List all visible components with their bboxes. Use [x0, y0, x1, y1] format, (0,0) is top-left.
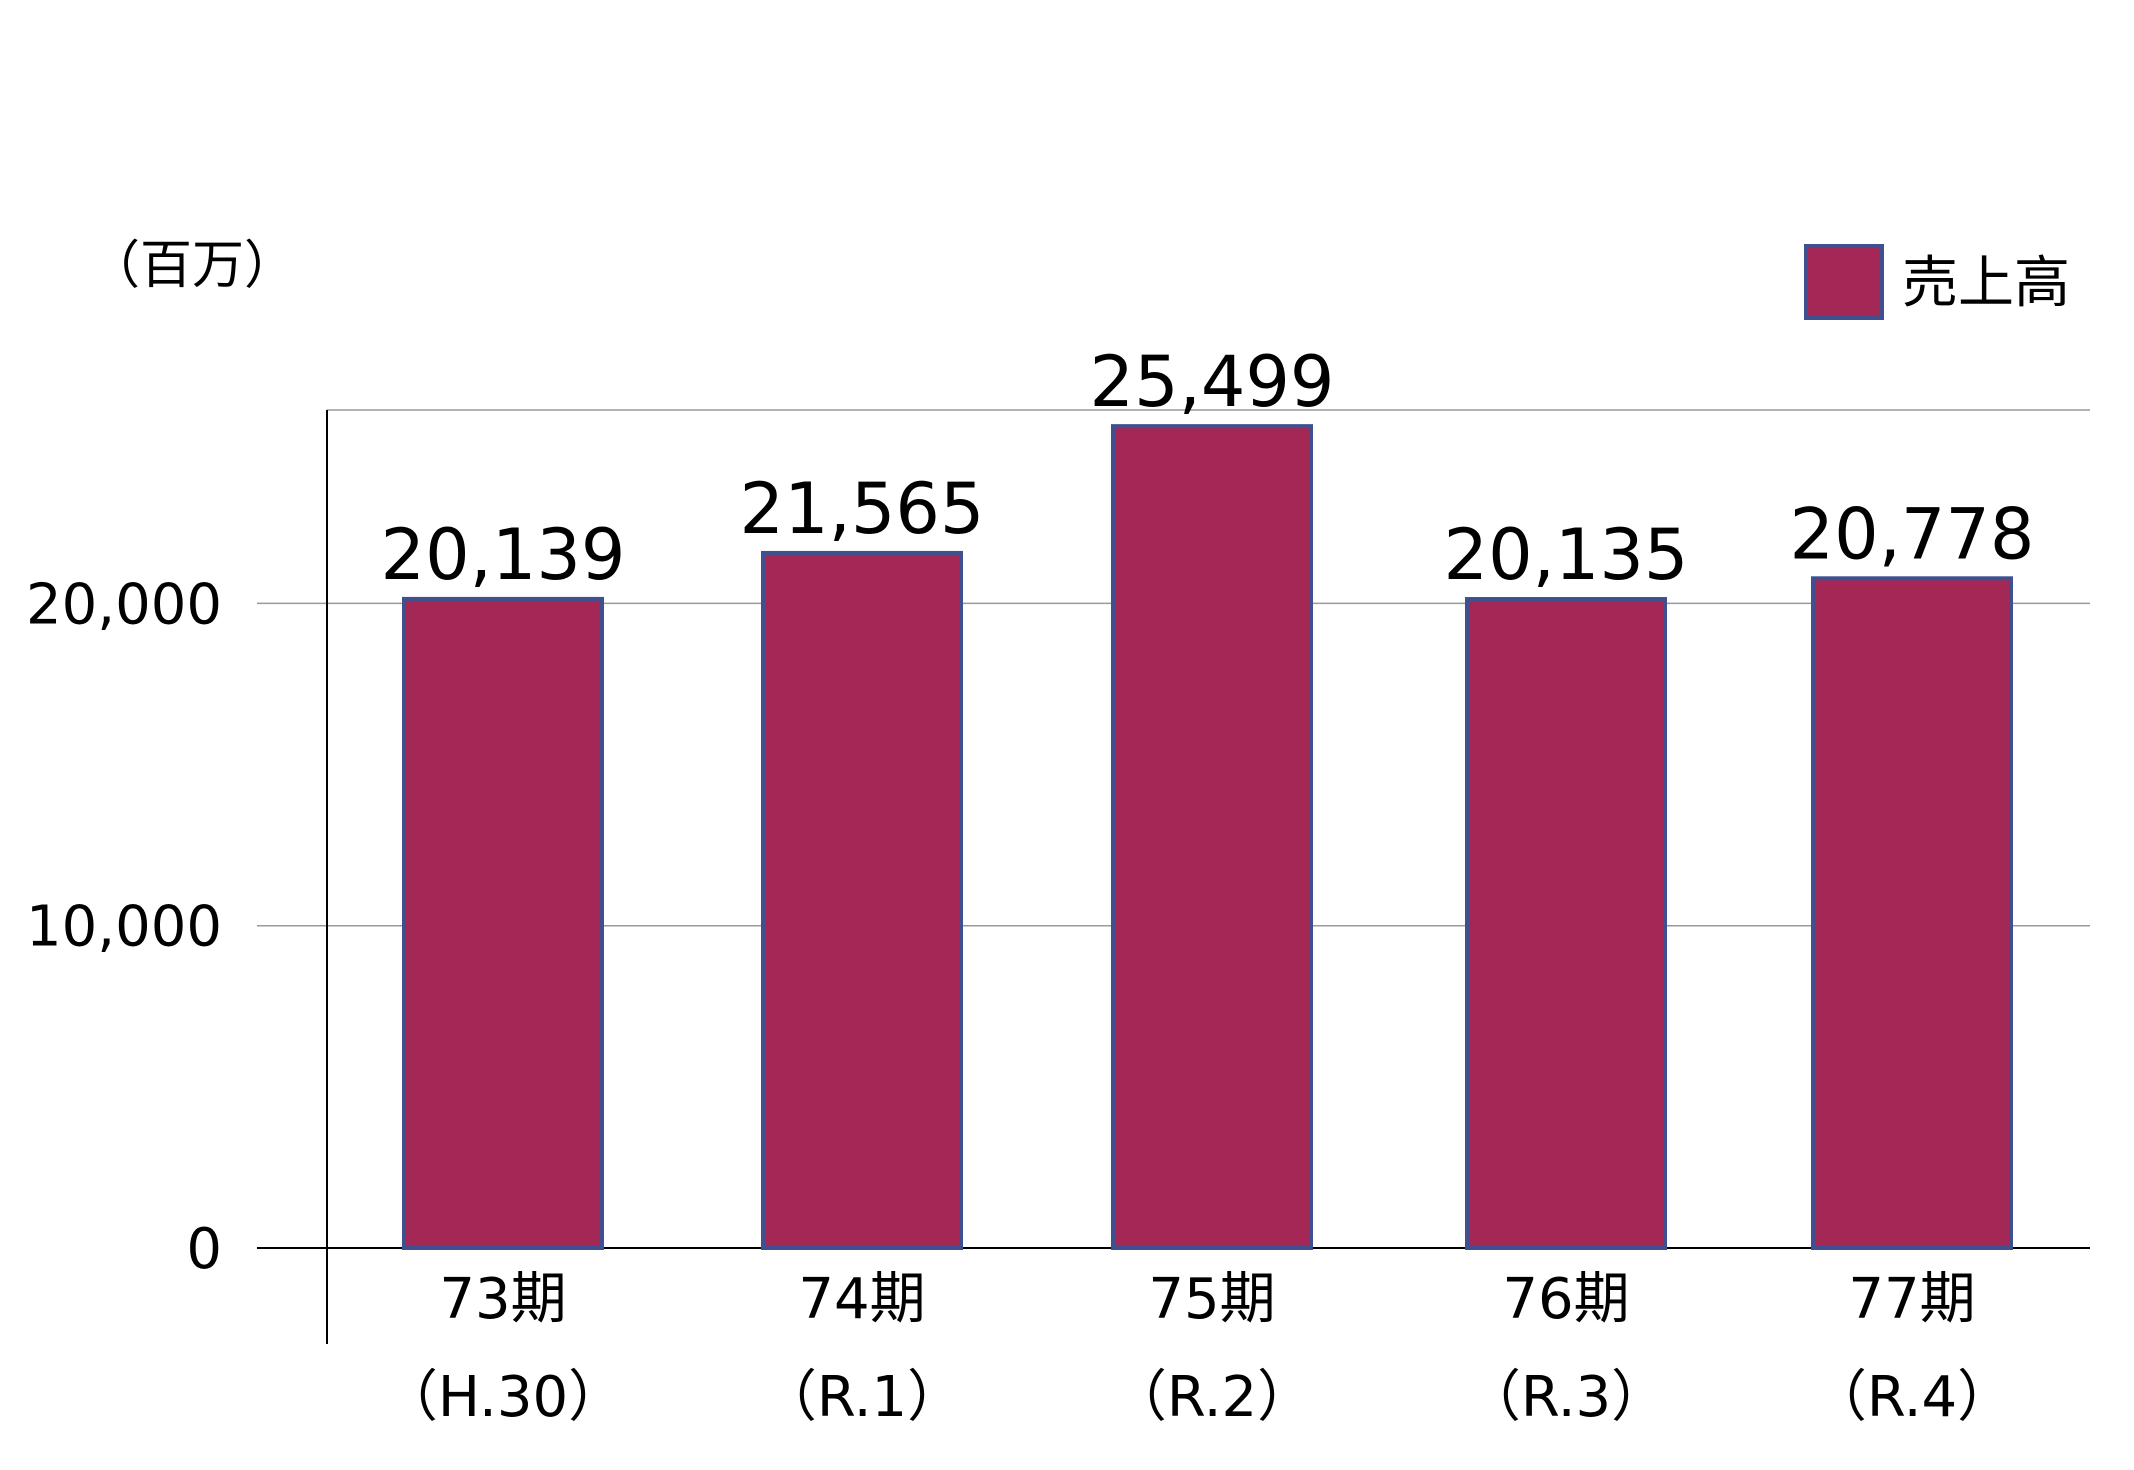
bar — [761, 550, 963, 1250]
bar — [402, 596, 604, 1250]
x-category-label: 77期 — [1848, 1267, 1975, 1332]
x-category-label: 75期 — [1148, 1267, 1275, 1332]
data-label: 25,499 — [1090, 341, 1335, 423]
data-label: 21,565 — [740, 468, 985, 550]
bar — [1111, 424, 1313, 1250]
data-label: 20,139 — [381, 514, 626, 596]
x-subcategory-label: （R.2） — [1111, 1365, 1313, 1430]
y-tick-label: 20,000 — [26, 572, 222, 637]
bars — [402, 424, 2013, 1250]
bar — [1465, 597, 1667, 1250]
x-subcategory-label: （H.30） — [382, 1365, 624, 1430]
legend: 売上高 — [1804, 244, 2070, 320]
labels: 0 10,000 20,000 20,139 73期 （H.30） 21,565 74期 （R.… — [26, 341, 2034, 1430]
legend-label: 売上高 — [1902, 251, 2070, 316]
data-label: 20,778 — [1790, 493, 2035, 575]
x-subcategory-label: （R.3） — [1465, 1365, 1667, 1430]
data-label: 20,135 — [1444, 514, 1689, 596]
legend-swatch — [1804, 244, 1884, 320]
bar — [1811, 576, 2013, 1250]
x-category-label: 73期 — [439, 1267, 566, 1332]
y-tick-label: 10,000 — [26, 895, 222, 960]
x-category-label: 76期 — [1502, 1267, 1629, 1332]
y-tick-label: 0 — [186, 1217, 222, 1282]
x-category-label: 74期 — [798, 1267, 925, 1332]
x-subcategory-label: （R.4） — [1811, 1365, 2013, 1430]
unit-label: （百万） — [88, 236, 296, 296]
x-subcategory-label: （R.1） — [761, 1365, 963, 1430]
